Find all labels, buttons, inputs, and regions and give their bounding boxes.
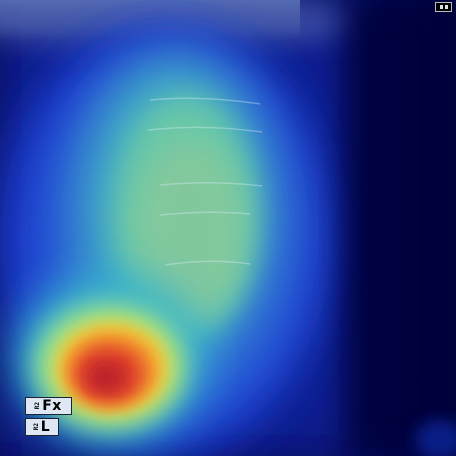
marker-l-prefix: R2	[32, 423, 40, 431]
marker-fx-text: Fx	[42, 398, 62, 414]
window-icon[interactable]	[435, 2, 452, 12]
marker-fx-prefix: R2	[34, 402, 42, 410]
window-icon-left	[439, 5, 443, 9]
marker-l-label: R2 L	[25, 418, 59, 436]
marker-fx-label: R2 Fx	[25, 397, 72, 415]
marker-l-text: L	[40, 419, 51, 435]
window-icon-right	[444, 5, 448, 9]
